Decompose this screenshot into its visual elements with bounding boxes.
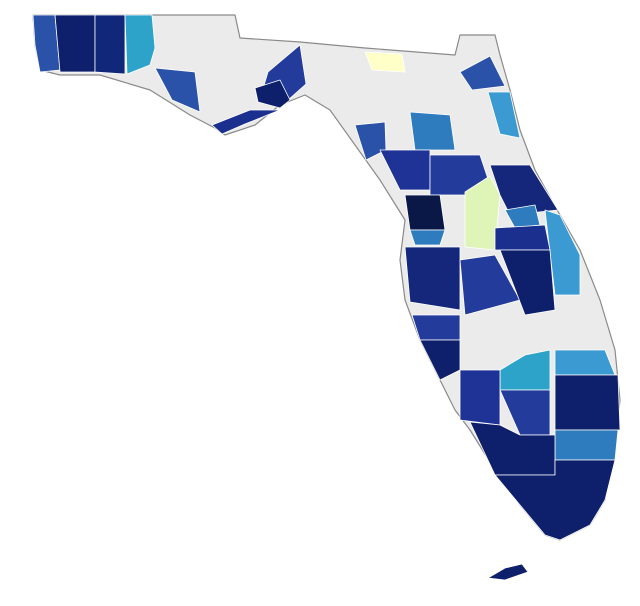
county xyxy=(487,91,521,139)
county xyxy=(404,246,461,311)
county xyxy=(464,175,501,251)
county xyxy=(254,79,291,109)
county xyxy=(494,224,551,251)
county xyxy=(409,229,446,246)
counties xyxy=(32,14,621,581)
county xyxy=(459,369,501,426)
county xyxy=(409,111,456,151)
county xyxy=(124,14,156,75)
county xyxy=(554,349,616,376)
county xyxy=(499,249,556,316)
county xyxy=(494,459,616,541)
county xyxy=(544,209,581,296)
county xyxy=(487,563,529,581)
county xyxy=(154,67,201,113)
county xyxy=(364,51,406,73)
county xyxy=(32,14,61,73)
county xyxy=(459,55,506,91)
county xyxy=(554,374,621,431)
county xyxy=(211,109,281,135)
county xyxy=(94,14,126,75)
county xyxy=(54,14,96,73)
county xyxy=(554,429,619,461)
county xyxy=(411,314,461,341)
county xyxy=(404,194,446,231)
